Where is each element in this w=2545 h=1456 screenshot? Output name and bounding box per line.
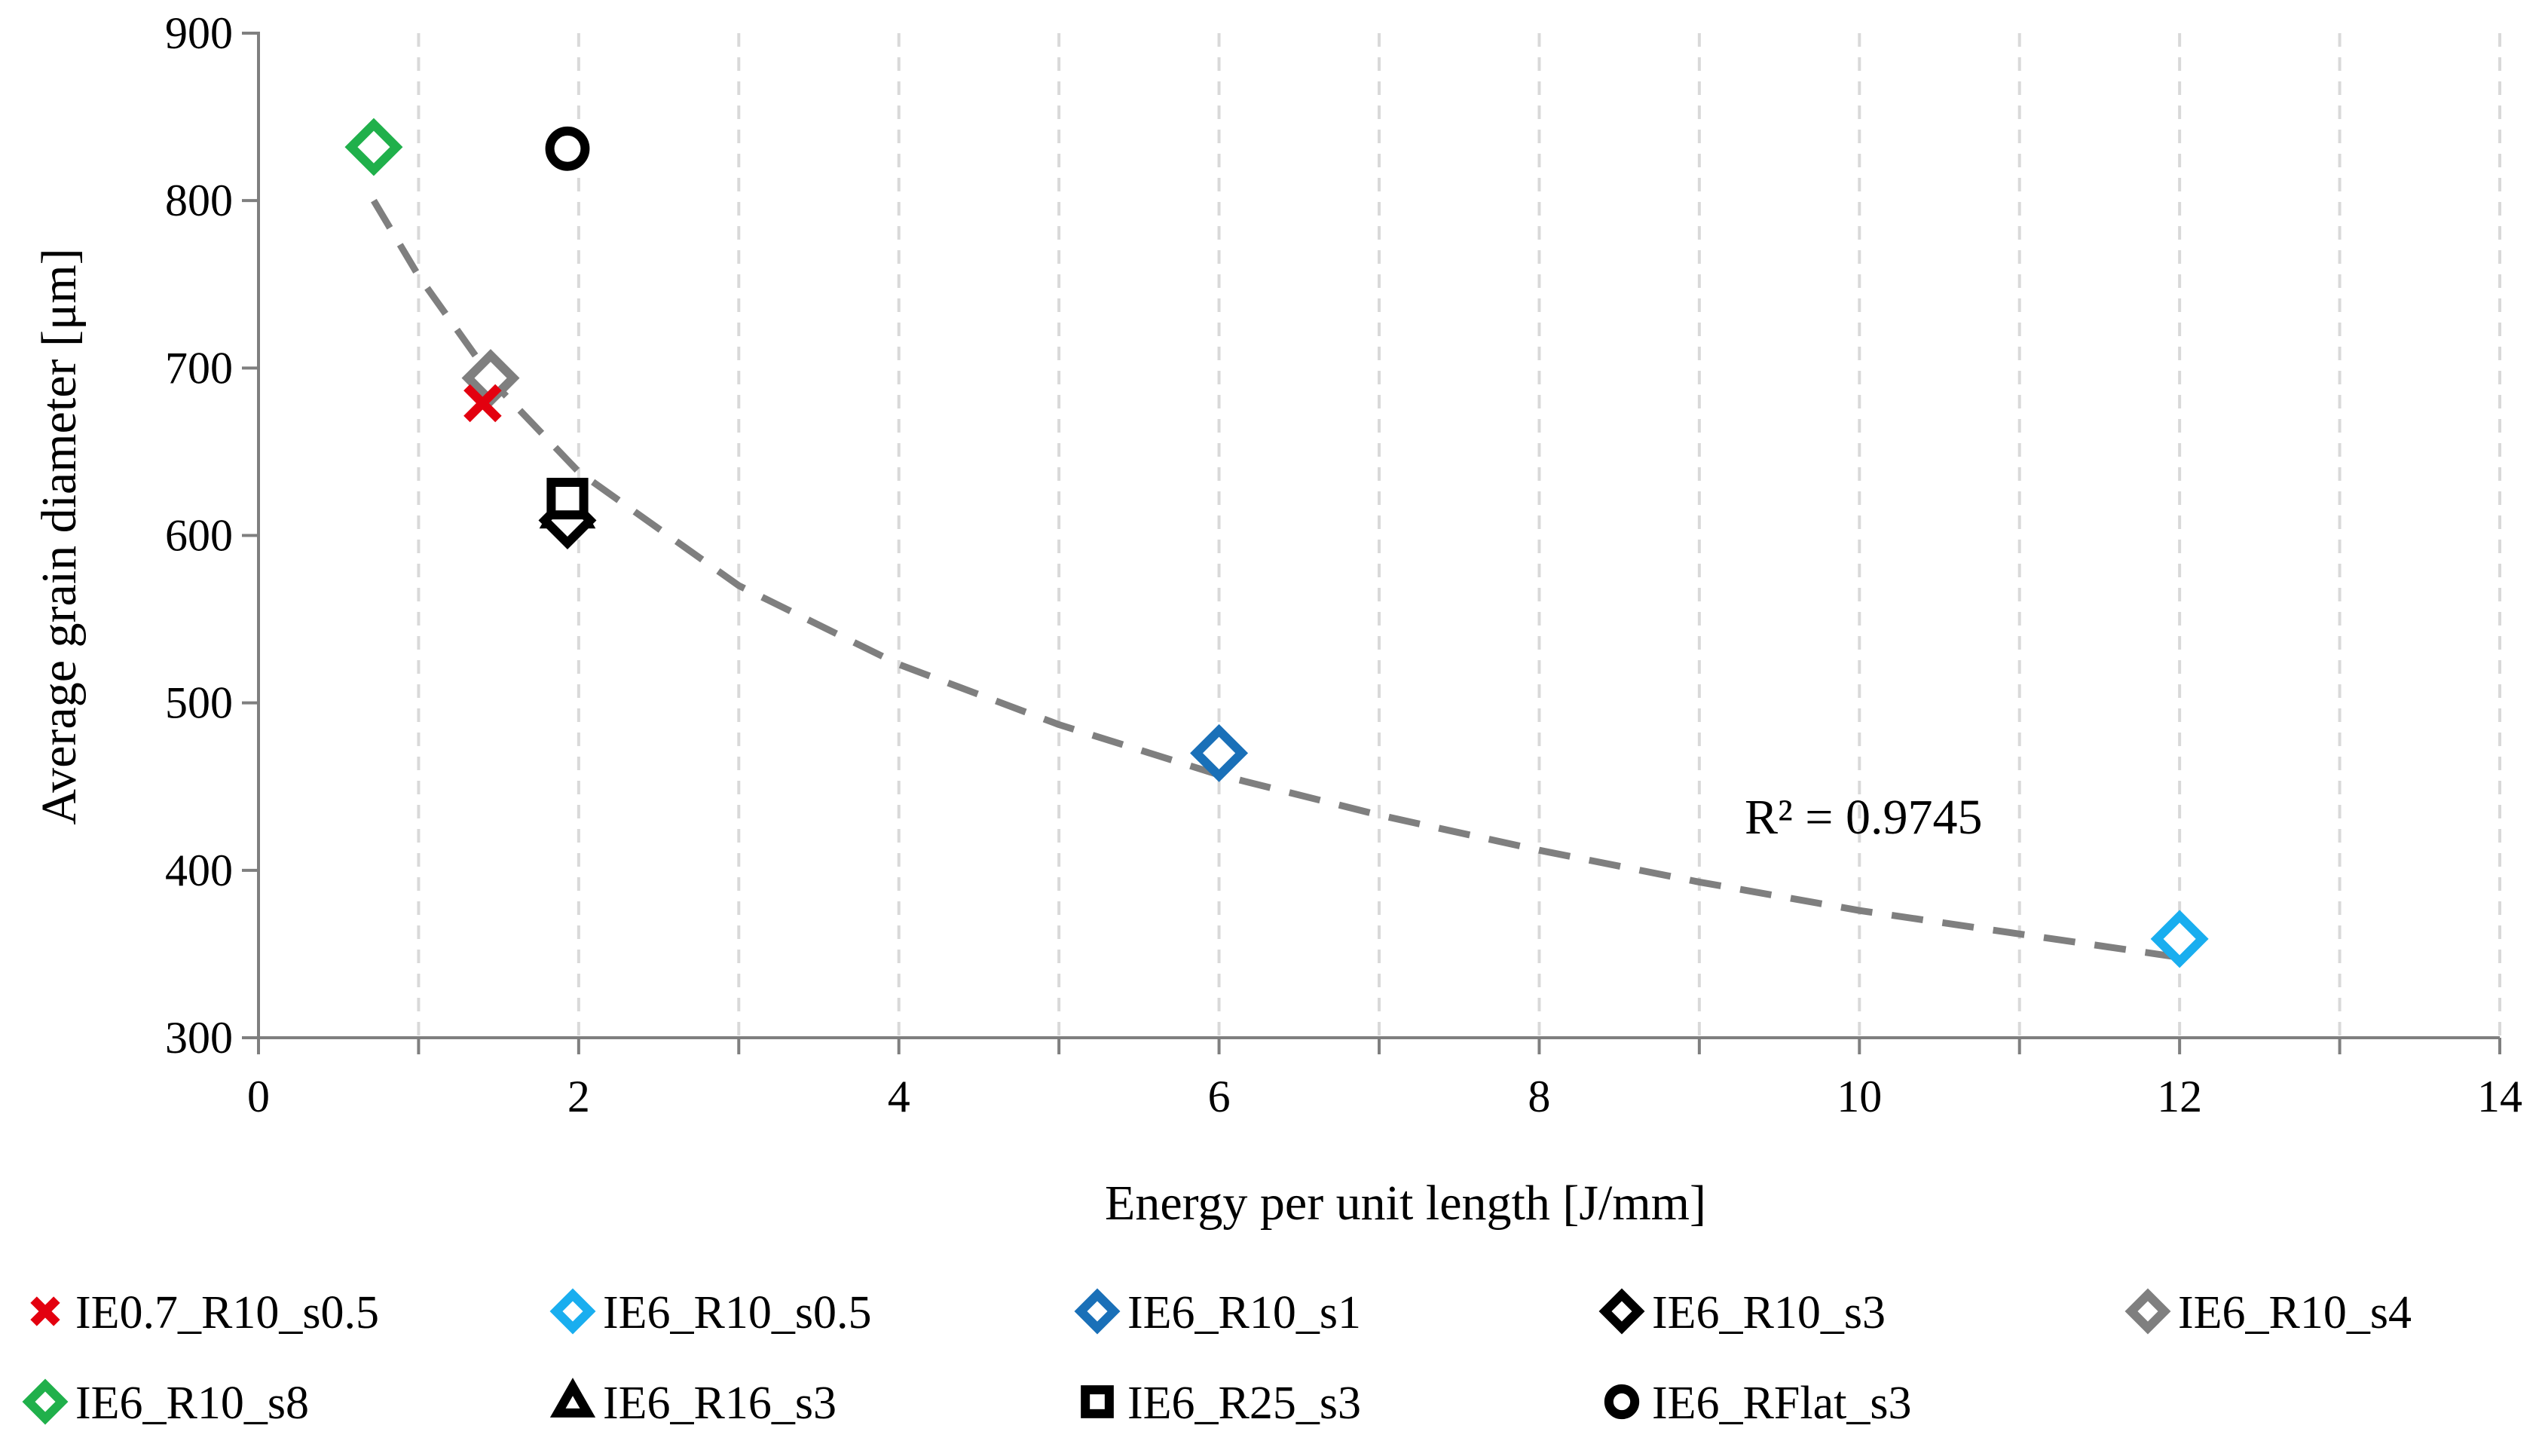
legend-item: IE6_R25_s3 [1081,1378,1361,1429]
data-point-IE6_R10_s1 [1190,723,1249,782]
legend-marker [549,1378,596,1418]
legend-marker [1604,1384,1640,1420]
legend-item: IE6_R10_s0.5 [549,1287,872,1338]
x-tick-label: 8 [1528,1072,1550,1121]
y-tick-label: 300 [165,1013,233,1063]
legend-item: IE6_R16_s3 [549,1378,837,1429]
data-point-IE6_R25_s3 [546,478,589,520]
y-tick-label: 400 [165,846,233,895]
legend-label: IE6_R10_s4 [2178,1287,2412,1338]
data-points [344,118,2209,968]
legend-label: IE0.7_R10_s0.5 [75,1287,379,1338]
x-marker-stroke [463,384,502,423]
legend-label: IE6_R10_s1 [1127,1287,1361,1338]
y-axis-title: Average grain diameter [μm] [32,248,87,824]
x-tick-label: 6 [1208,1072,1231,1121]
x-tick-label: 0 [247,1072,270,1121]
legend-label: IE6_RFlat_s3 [1652,1378,1911,1429]
y-tick-label: 800 [165,176,233,225]
legend-item: IE6_RFlat_s3 [1604,1378,1911,1429]
x-tick-label: 4 [888,1072,910,1121]
legend-marker [22,1378,69,1425]
y-tick-label: 500 [165,678,233,728]
x-tick-label: 14 [2477,1072,2522,1121]
y-tick-label: 900 [165,8,233,58]
data-point-IE6_R10_s8 [344,118,403,176]
legend-marker [2124,1288,2171,1335]
tick-labels: 300 400 500 600 700 800 900 0 2 4 6 8 10 12 14 [165,8,2522,1121]
legend-marker [1081,1385,1114,1418]
legend-item: IE6_R10_s3 [1598,1287,1886,1338]
legend-marker [1074,1288,1121,1335]
y-tick-label: 700 [165,343,233,393]
legend-label: IE6_R16_s3 [603,1378,837,1429]
legend-item: IE0.7_R10_s0.5 [30,1287,379,1338]
x-marker-stroke [30,1296,60,1326]
legend-marker [1598,1288,1645,1335]
data-point-IE0.7_R10_s0.5 [463,384,502,423]
legend-item: IE6_R10_s8 [22,1378,309,1429]
legend-label: IE6_R10_s3 [1652,1287,1886,1338]
legend-item: IE6_R10_s4 [2124,1287,2412,1338]
data-point-IE6_R10_s0.5 [2150,910,2209,968]
legend-item: IE6_R10_s1 [1074,1287,1361,1338]
x-tick-label: 12 [2157,1072,2202,1121]
x-axis-title: Energy per unit length [J/mm] [1105,1176,1706,1231]
x-tick-label: 10 [1837,1072,1882,1121]
axes [242,32,2501,1054]
r-squared-annotation: R² = 0.9745 [1745,790,1983,845]
y-tick-label: 600 [165,511,233,561]
grid-lines [417,33,2501,1038]
legend: IE0.7_R10_s0.5 IE6_R10_s0.5 IE6_R10_s1 IE6_… [22,1287,2412,1429]
legend-marker [549,1288,596,1335]
legend-marker [30,1296,60,1326]
x-tick-label: 2 [567,1072,590,1121]
legend-label: IE6_R25_s3 [1127,1378,1361,1429]
legend-label: IE6_R10_s8 [75,1378,309,1429]
data-point-IE6_RFlat_s3 [545,126,590,171]
legend-label: IE6_R10_s0.5 [603,1287,872,1338]
